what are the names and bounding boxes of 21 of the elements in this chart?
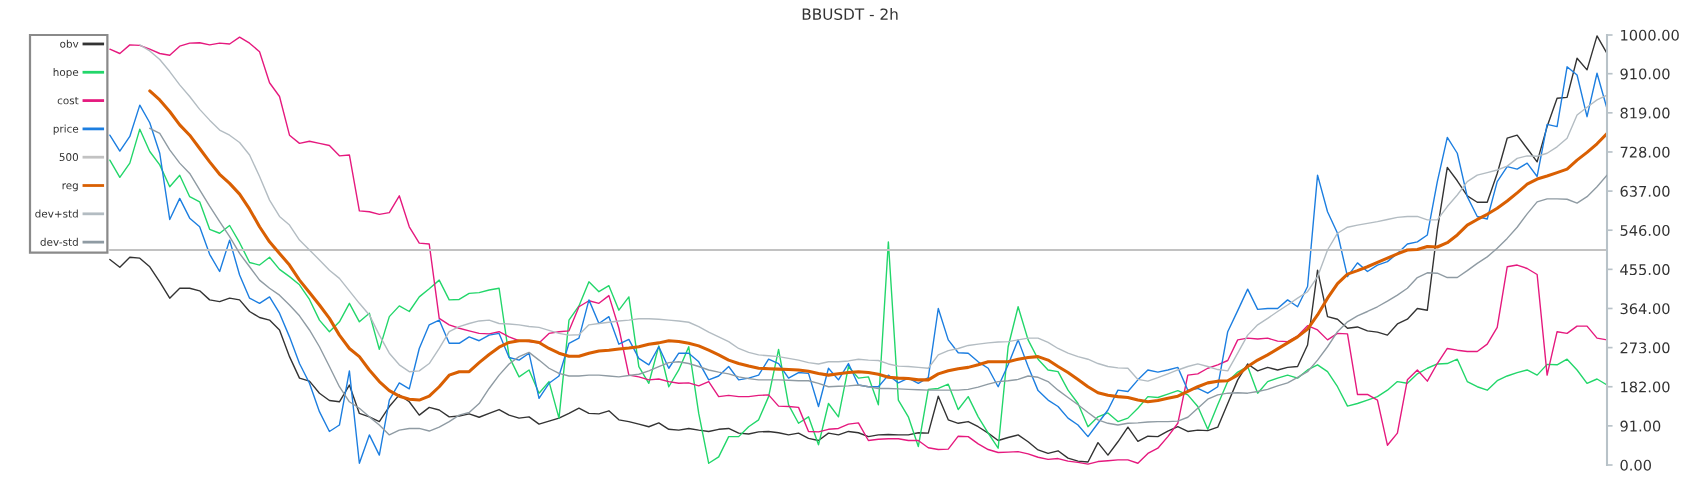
y-tick-label: 364.00 — [1620, 303, 1670, 315]
y-tick-label: 273.00 — [1620, 342, 1670, 354]
y-tick-label: 91.00 — [1620, 420, 1661, 432]
legend-label: cost — [57, 96, 79, 105]
y-tick-label: 1000.00 — [1621, 29, 1679, 41]
y-tick-label: 910.00 — [1620, 68, 1670, 80]
legend-label: reg — [62, 183, 78, 192]
y-tick-label: 637.00 — [1620, 185, 1670, 197]
legend-label: price — [53, 124, 79, 135]
y-tick-label: 819.00 — [1620, 107, 1670, 119]
legend-label: 500 — [59, 153, 79, 161]
y-tick-label: 182.00 — [1621, 381, 1670, 393]
legend-label: obv — [60, 39, 79, 48]
legend-label: dev-std — [40, 237, 78, 246]
legend-label: hope — [53, 68, 79, 79]
legend-label: dev+std — [35, 209, 78, 218]
y-tick-label: 546.00 — [1620, 224, 1670, 236]
chart-title: BBUSDT - 2h — [802, 8, 898, 20]
y-tick-label: 455.00 — [1620, 264, 1670, 276]
y-tick-label: 728.00 — [1620, 146, 1670, 158]
y-tick-label: 0.00 — [1620, 459, 1651, 471]
